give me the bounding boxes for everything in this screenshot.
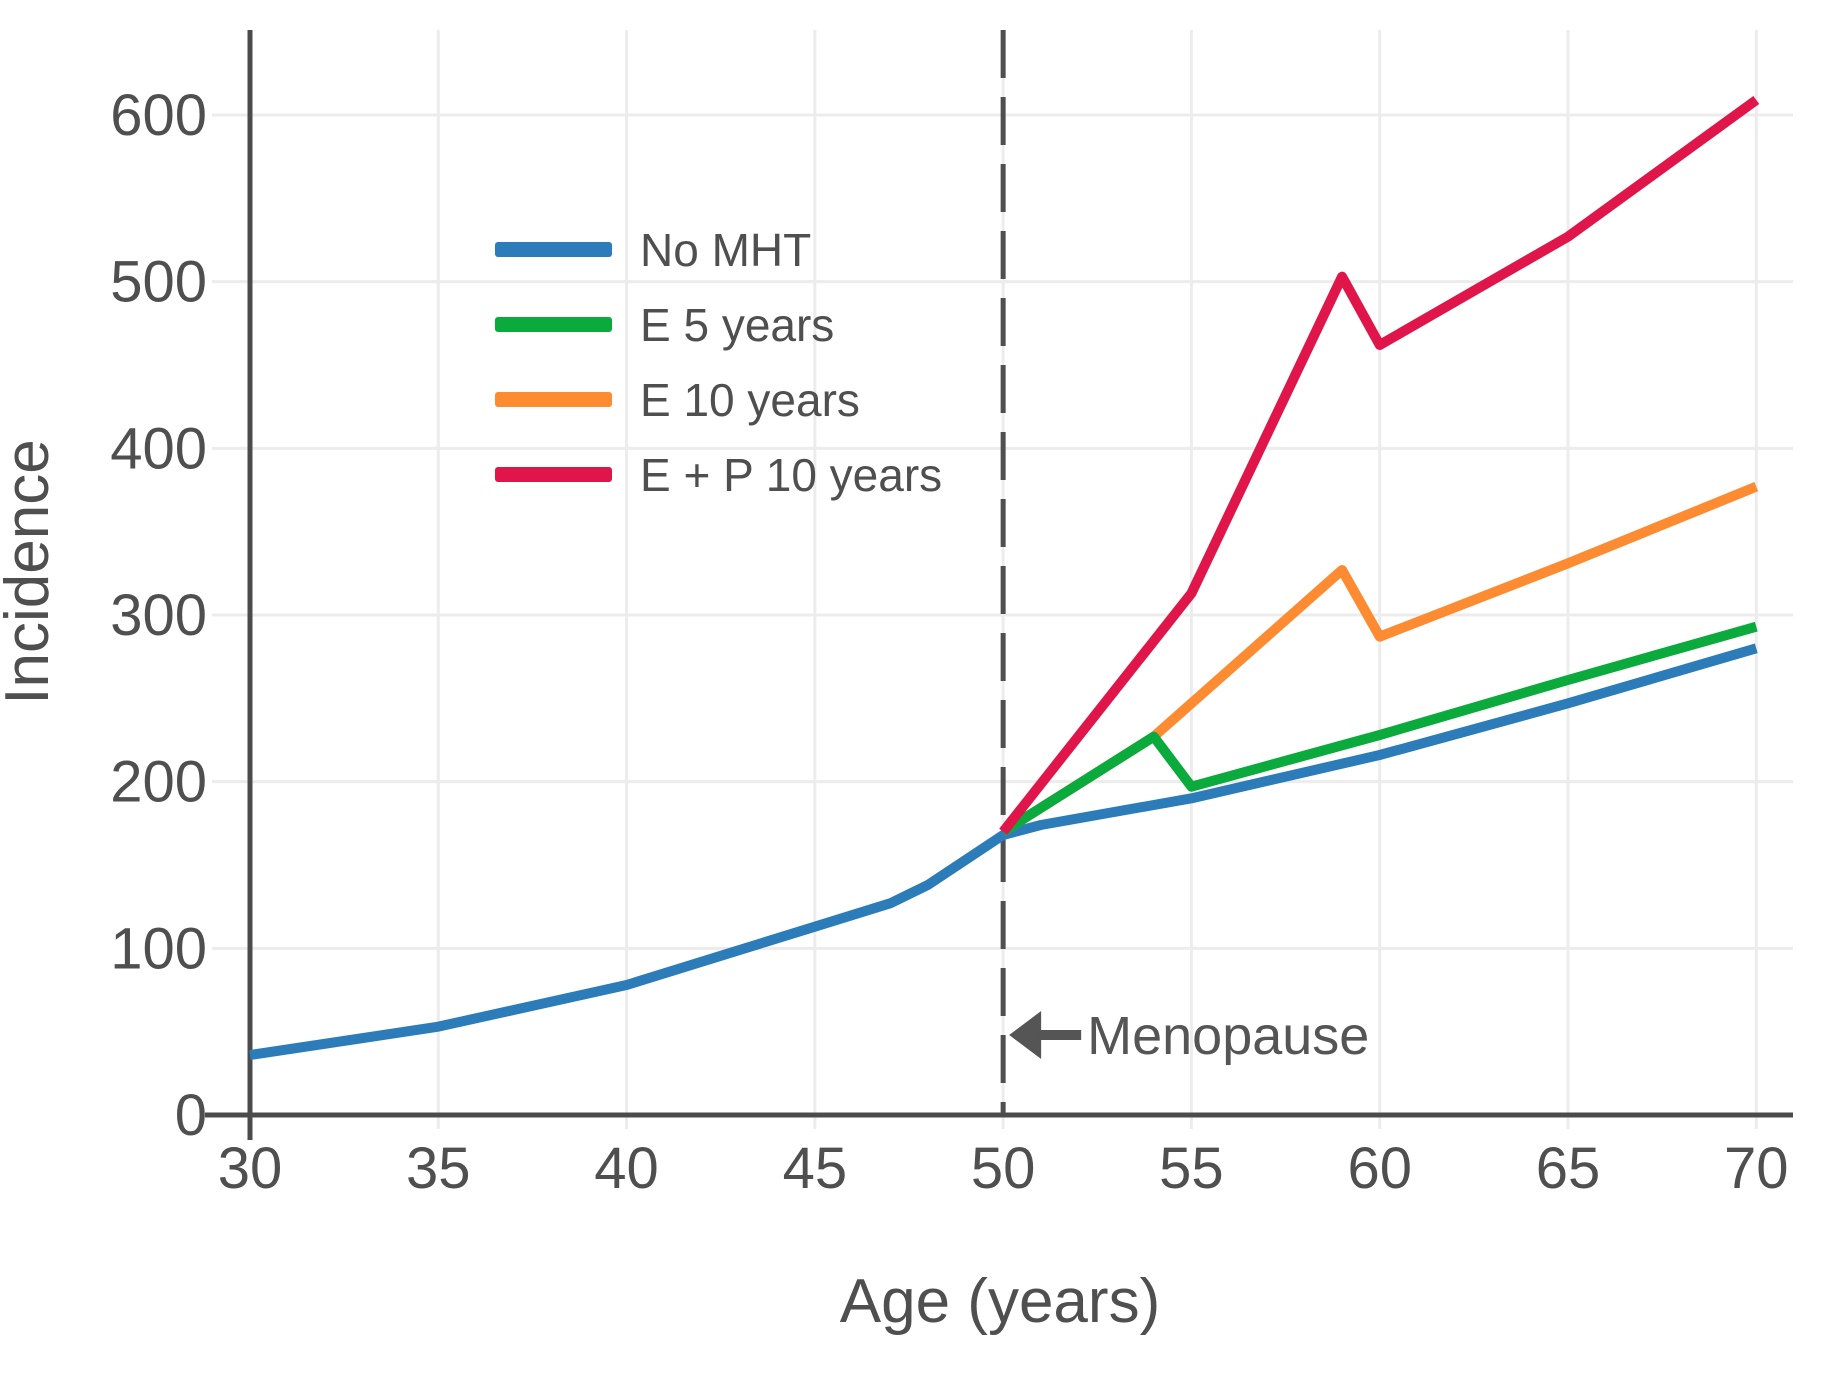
legend-swatch-2 [495, 317, 612, 332]
x-tick-label-35: 35 [406, 1136, 471, 1201]
legend-label-4: E + P 10 years [640, 449, 942, 501]
series-line-e-p-10-years [999, 95, 1760, 835]
y-tick-label-100: 100 [110, 916, 207, 981]
legend-swatch-1 [495, 242, 612, 257]
annotations: Menopause [1009, 1006, 1369, 1066]
y-axis-title: Incidence [0, 439, 62, 704]
series-lines [249, 95, 1760, 1060]
menopause-arrow-icon [1009, 1011, 1042, 1059]
legend-swatch-3 [495, 392, 612, 407]
x-tick-label-70: 70 [1724, 1136, 1789, 1201]
legend-label-2: E 5 years [640, 299, 834, 351]
y-tick-label-400: 400 [110, 416, 207, 481]
series-line-e-5-years [1000, 621, 1758, 836]
x-tick-label-65: 65 [1536, 1136, 1601, 1201]
menopause-annotation-label: Menopause [1087, 1006, 1369, 1066]
axes [205, 30, 1793, 1140]
legend-swatch-4 [495, 467, 612, 482]
x-tick-label-60: 60 [1347, 1136, 1412, 1201]
y-tick-label-600: 600 [110, 83, 207, 148]
x-tick-label-40: 40 [594, 1136, 659, 1201]
x-tick-label-50: 50 [971, 1136, 1036, 1201]
y-tick-label-200: 200 [110, 750, 207, 815]
y-tick-label-300: 300 [110, 583, 207, 648]
x-tick-label-55: 55 [1159, 1136, 1224, 1201]
x-axis-title: Age (years) [840, 1267, 1160, 1336]
y-tick-label-500: 500 [110, 250, 207, 315]
legend: No MHT E 5 years E 10 years E + P 10 years [495, 224, 942, 501]
series-line-no-mht [249, 643, 1758, 1060]
legend-label-3: E 10 years [640, 374, 860, 426]
x-tick-label-30: 30 [218, 1136, 283, 1201]
y-tick-labels: 0 100 200 300 400 500 600 [110, 83, 207, 1148]
y-tick-label-0: 0 [175, 1083, 207, 1148]
x-tick-labels: 30 35 40 45 50 55 60 65 70 [218, 1136, 1789, 1201]
menopause-arrow-shaft [1037, 1030, 1082, 1040]
legend-label-1: No MHT [640, 224, 811, 276]
x-tick-label-45: 45 [783, 1136, 848, 1201]
